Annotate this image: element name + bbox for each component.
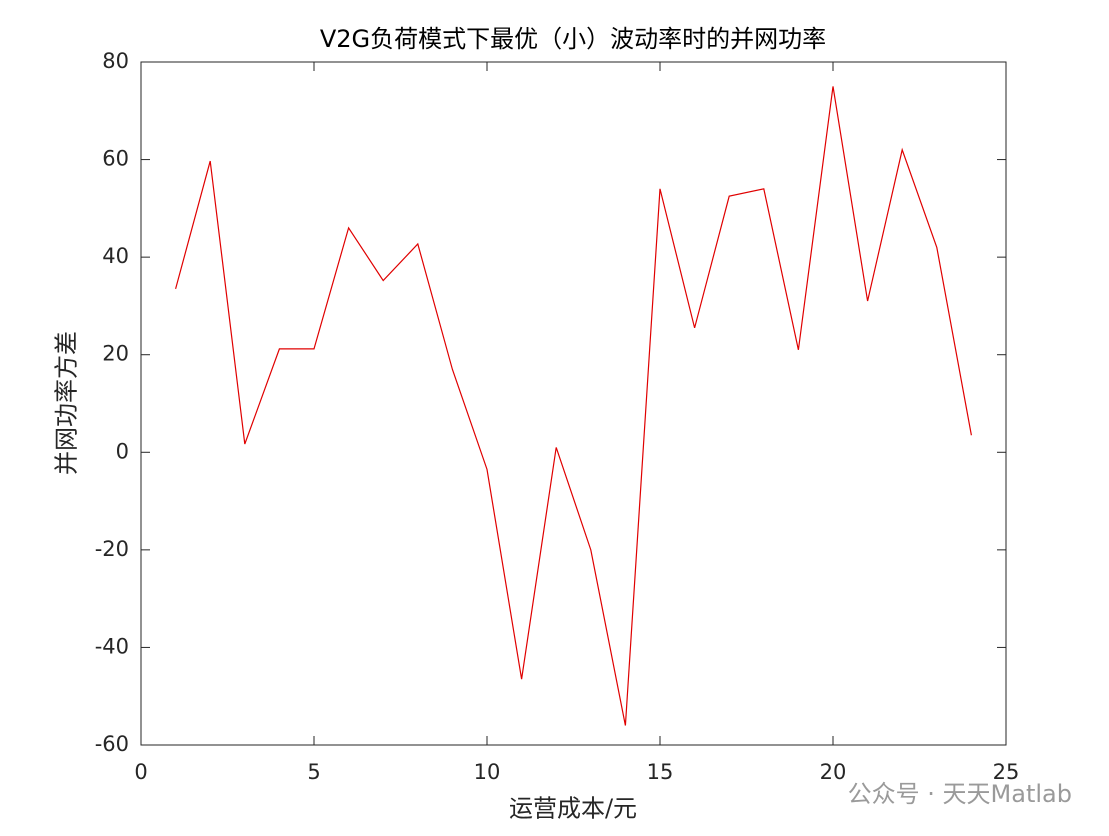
x-tick-label: 15 xyxy=(647,760,674,784)
y-tick-label: 20 xyxy=(102,342,129,366)
x-tick-label: 10 xyxy=(474,760,501,784)
y-tick-label: -20 xyxy=(95,537,129,561)
watermark: 公众号 · 天天Matlab xyxy=(848,780,1072,808)
y-axis-label: 并网功率方差 xyxy=(53,331,81,475)
chart-title: V2G负荷模式下最优（小）波动率时的并网功率 xyxy=(320,25,826,53)
y-tick-label: 0 xyxy=(116,439,129,463)
y-tick-label: 60 xyxy=(102,147,129,171)
data-line xyxy=(175,86,972,726)
y-tick-label: 80 xyxy=(102,49,129,73)
y-tick-label: 40 xyxy=(102,244,129,268)
x-tick-label: 20 xyxy=(820,760,847,784)
x-tick-label: 25 xyxy=(993,760,1020,784)
axes-box xyxy=(140,61,1007,746)
y-tick-label: -40 xyxy=(95,634,129,658)
x-tick-label: 0 xyxy=(134,760,147,784)
y-tick-label: -60 xyxy=(95,732,129,756)
x-axis-label: 运营成本/元 xyxy=(509,795,637,823)
x-tick-label: 5 xyxy=(307,760,320,784)
